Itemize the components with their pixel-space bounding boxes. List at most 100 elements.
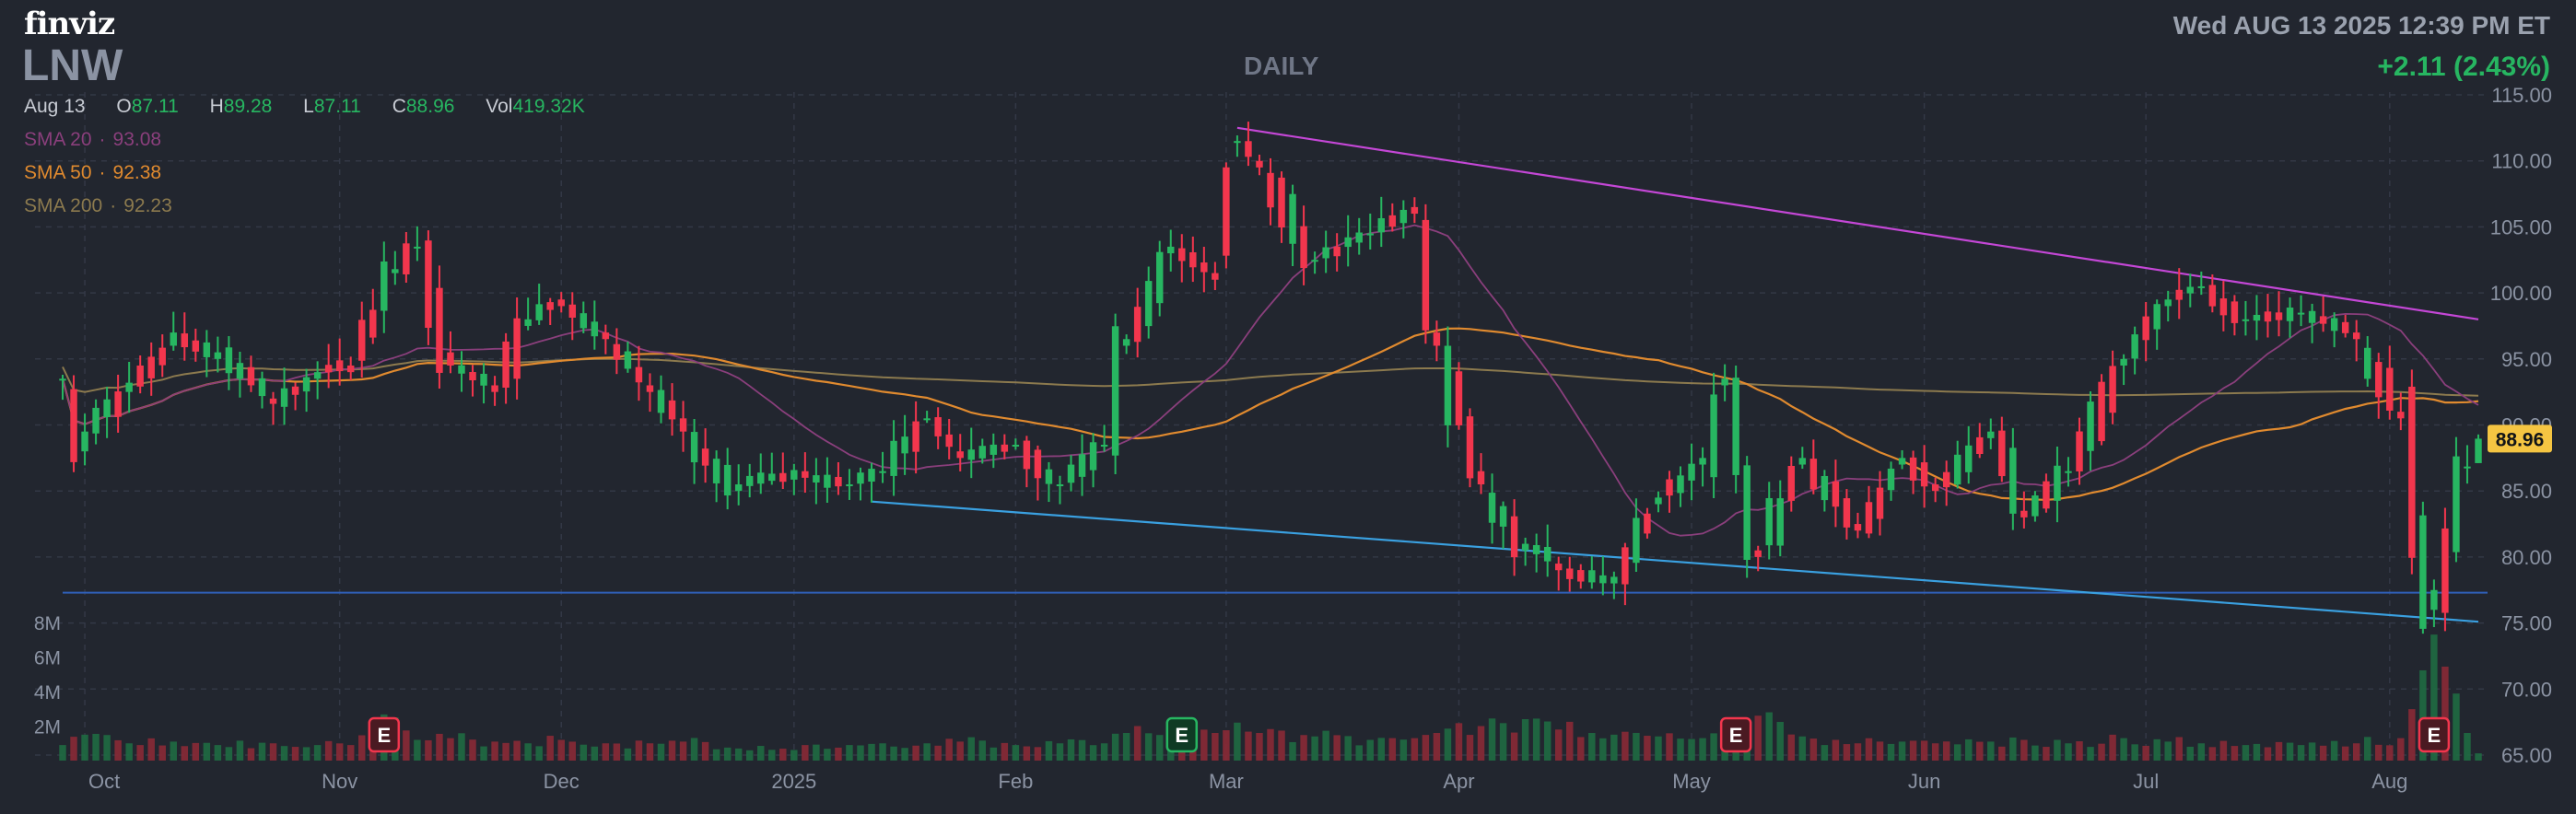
candle bbox=[1987, 418, 1995, 449]
candle bbox=[879, 451, 886, 483]
candle bbox=[2253, 295, 2261, 341]
candle bbox=[269, 391, 277, 425]
candle bbox=[757, 453, 765, 494]
candle bbox=[568, 292, 576, 341]
candle-body bbox=[779, 472, 787, 483]
candle-body bbox=[236, 363, 244, 379]
candle bbox=[2286, 297, 2294, 338]
y-tick-label: 115.00 bbox=[2491, 84, 2552, 107]
volume-bar bbox=[690, 738, 698, 761]
candle-body bbox=[1399, 209, 1408, 224]
candle bbox=[802, 452, 809, 494]
candle bbox=[214, 336, 222, 373]
candle bbox=[2275, 291, 2283, 337]
candle bbox=[2231, 295, 2239, 336]
candle bbox=[147, 342, 155, 396]
candle-body bbox=[846, 484, 853, 487]
volume-bar bbox=[192, 742, 200, 761]
volume-bar bbox=[2464, 733, 2471, 761]
candle-body bbox=[1732, 378, 1739, 475]
candle-body bbox=[945, 434, 953, 448]
volume-bar bbox=[1411, 738, 1419, 761]
candle-body bbox=[1333, 246, 1341, 257]
candle-body bbox=[802, 471, 809, 478]
candle bbox=[1311, 251, 1318, 274]
candle-body bbox=[381, 261, 388, 311]
volume-bar bbox=[1677, 738, 1684, 761]
volume-bar bbox=[414, 739, 421, 761]
candle bbox=[1234, 135, 1241, 157]
candle bbox=[2408, 369, 2416, 575]
earnings-badge bbox=[2418, 716, 2451, 753]
candle-body bbox=[1212, 273, 1219, 280]
candle-body bbox=[59, 378, 66, 381]
candle-body bbox=[1976, 436, 1984, 455]
volume-bar bbox=[779, 749, 787, 761]
sma-200-legend[interactable]: SMA 200 · 92.23 bbox=[24, 195, 172, 216]
volume-bar bbox=[1622, 731, 1629, 761]
volume-bar bbox=[1488, 718, 1496, 761]
candle bbox=[790, 463, 798, 495]
candle bbox=[2453, 436, 2460, 563]
candle-body bbox=[2032, 495, 2039, 517]
finviz-logo[interactable]: finviz bbox=[24, 6, 115, 42]
volume-bar bbox=[2032, 745, 2039, 761]
candle bbox=[1189, 236, 1197, 283]
candle bbox=[745, 463, 754, 498]
candle-body bbox=[1422, 219, 1430, 331]
volume-bar bbox=[2330, 740, 2338, 761]
candle-body bbox=[1909, 457, 1917, 481]
high-value: 89.28 bbox=[223, 96, 273, 117]
candle-body bbox=[790, 470, 798, 480]
candle bbox=[602, 324, 610, 355]
candle bbox=[868, 462, 875, 503]
candle-body bbox=[2264, 311, 2272, 322]
candle bbox=[2419, 501, 2427, 634]
volume-bar bbox=[768, 750, 776, 761]
support-trendline bbox=[871, 500, 2479, 623]
candle-body bbox=[1677, 475, 1684, 494]
candle bbox=[2219, 281, 2228, 331]
candle bbox=[2175, 268, 2183, 320]
candle-body bbox=[1699, 458, 1706, 465]
volume-bar bbox=[2098, 743, 2105, 761]
volume-bar bbox=[269, 743, 277, 761]
candle bbox=[125, 362, 133, 413]
candle bbox=[203, 330, 211, 378]
volume-bar bbox=[1267, 728, 1274, 761]
volume-bar bbox=[1655, 736, 1662, 761]
candle-body bbox=[2453, 456, 2460, 552]
candle bbox=[1178, 234, 1186, 283]
candle bbox=[1344, 215, 1352, 267]
candle bbox=[890, 420, 897, 496]
earnings-badge bbox=[368, 716, 401, 753]
candle-body bbox=[1566, 568, 1574, 579]
candle bbox=[1289, 184, 1296, 267]
volume-bar bbox=[802, 745, 809, 761]
timeframe-label[interactable]: DAILY bbox=[1244, 52, 1319, 80]
candle-body bbox=[1466, 416, 1474, 479]
volume-bar bbox=[1953, 744, 1961, 761]
candle-body bbox=[1543, 546, 1551, 562]
candle-body bbox=[1599, 575, 1607, 584]
candle bbox=[846, 469, 853, 500]
candle-body bbox=[158, 347, 166, 366]
sma-50-legend[interactable]: SMA 50 · 92.38 bbox=[24, 162, 162, 183]
price-change: +2.11 (2.43%) bbox=[2377, 52, 2550, 82]
sma-20-legend[interactable]: SMA 20 · 93.08 bbox=[24, 129, 162, 150]
candle bbox=[679, 401, 687, 452]
candle-body bbox=[2009, 448, 2017, 514]
candle bbox=[1122, 334, 1130, 355]
candle-body bbox=[2076, 431, 2083, 471]
candle bbox=[1776, 480, 1784, 557]
candlesticks bbox=[59, 122, 2482, 634]
candle bbox=[1433, 320, 1441, 362]
candle bbox=[1477, 453, 1485, 494]
volume-tick-label: 6M bbox=[34, 648, 61, 669]
candle-body bbox=[1798, 458, 1807, 465]
volume-bar bbox=[1234, 722, 1241, 761]
candle-body bbox=[2441, 528, 2449, 613]
volume-bar bbox=[1809, 738, 1818, 761]
